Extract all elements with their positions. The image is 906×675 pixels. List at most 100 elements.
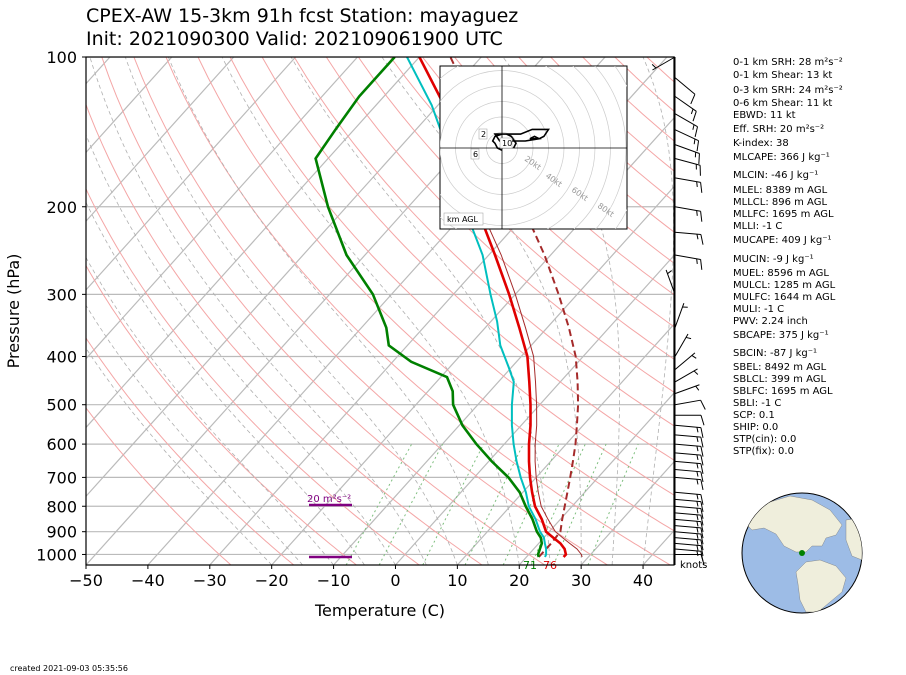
y-tick-label-400: 400 bbox=[46, 348, 77, 367]
wind-barb-11 bbox=[674, 476, 704, 490]
moist-adiabat-10 bbox=[124, 57, 458, 565]
y-tick-label-800: 800 bbox=[46, 497, 77, 516]
wind-barb-flag bbox=[698, 153, 700, 164]
mixing-ratio-8 bbox=[464, 443, 524, 565]
wind-barb-flag bbox=[700, 539, 704, 551]
hodograph-units-box bbox=[443, 212, 484, 226]
wind-barb-staff bbox=[674, 525, 701, 529]
index-mucape: MUCAPE: 409 J kg⁻¹ bbox=[733, 235, 832, 246]
wind-barb-staff bbox=[674, 231, 701, 235]
moist-adiabat--10 bbox=[86, 256, 334, 565]
y-axis-label: Pressure (hPa) bbox=[4, 254, 23, 369]
wind-barb-2 bbox=[674, 542, 704, 556]
mixing-ratio-28 bbox=[587, 443, 639, 565]
hodograph-height-box-2 bbox=[499, 137, 513, 149]
wind-barb-staff bbox=[674, 476, 701, 481]
index-mlli: MLLI: -1 C bbox=[733, 221, 783, 232]
moist-adiabat--15 bbox=[86, 304, 303, 565]
wind-barb-staff bbox=[674, 443, 701, 447]
wind-barb-flag bbox=[700, 399, 706, 410]
moist-adiabat-25 bbox=[290, 57, 551, 565]
isotherm-0 bbox=[395, 254, 674, 565]
index-sblfc: SBLFC: 1695 m AGL bbox=[733, 386, 833, 397]
wind-barb-18 bbox=[675, 414, 705, 426]
chart-title: CPEX-AW 15-3km 91h fcst Station: mayague… bbox=[86, 5, 519, 27]
index-scp: SCP: 0.1 bbox=[733, 410, 775, 421]
moist-adiabat-20 bbox=[221, 57, 520, 565]
hodograph-height-box-0 bbox=[478, 128, 488, 140]
index-mucin: MUCIN: -9 J kg⁻¹ bbox=[733, 254, 814, 265]
index-ebwd: EBWD: 11 kt bbox=[733, 110, 796, 121]
x-tick-label--40: −40 bbox=[131, 571, 165, 590]
wind-barb-staff bbox=[674, 158, 701, 166]
wind-barb-10 bbox=[674, 491, 704, 505]
wind-barb-13 bbox=[674, 460, 704, 474]
wind-barb-staff bbox=[674, 384, 700, 395]
moist-adiabat-15 bbox=[167, 57, 489, 565]
isotherm--100 bbox=[86, 57, 235, 223]
index-sbcape: SBCAPE: 375 J kg⁻¹ bbox=[733, 330, 829, 341]
wind-barb-staff bbox=[674, 518, 701, 523]
dry-adiabat-0 bbox=[86, 187, 420, 565]
index-pwv: PWV: 2.24 inch bbox=[733, 316, 808, 327]
x-tick-label--50: −50 bbox=[69, 571, 103, 590]
isotherm-10 bbox=[456, 323, 674, 565]
index-shear6: 0-6 km Shear: 11 kt bbox=[733, 98, 833, 109]
wind-barb-29 bbox=[674, 177, 703, 193]
wind-barb-half-flag bbox=[690, 108, 694, 115]
index-mulcl: MULCL: 1285 m AGL bbox=[733, 280, 836, 291]
wind-barb-half-flag bbox=[667, 270, 672, 275]
wind-barb-half-flag bbox=[685, 336, 692, 340]
wind-barb-3 bbox=[674, 537, 704, 551]
wind-barb-staff bbox=[674, 95, 697, 112]
moist-adiabat--5 bbox=[86, 201, 365, 565]
index-muli: MULI: -1 C bbox=[733, 304, 785, 315]
index-mllfc: MLLFC: 1695 m AGL bbox=[733, 209, 834, 220]
mixing-ratio-16 bbox=[530, 443, 586, 565]
hodograph-height-label-2: 10 bbox=[502, 139, 512, 148]
index-mlel: MLEL: 8389 m AGL bbox=[733, 185, 828, 196]
mixing-ratio-2 bbox=[345, 443, 413, 565]
wind-barb-staff bbox=[674, 531, 701, 535]
dry-adiabat--30 bbox=[86, 407, 232, 565]
moist-adiabat-40 bbox=[642, 57, 674, 565]
chart-subtitle: Init: 2021090300 Valid: 202109061900 UTC bbox=[86, 28, 503, 50]
dry-adiabat-30 bbox=[133, 57, 608, 565]
wind-units-label: knots bbox=[680, 560, 708, 571]
wind-barb-staff bbox=[674, 333, 689, 357]
wind-barb-flag bbox=[700, 437, 704, 448]
wind-barb-flag bbox=[692, 111, 697, 122]
x-tick-label-0: 0 bbox=[390, 571, 400, 590]
x-tick-label-20: 20 bbox=[509, 571, 529, 590]
hodograph-units-label: km AGL bbox=[447, 215, 479, 224]
wind-barb-staff bbox=[674, 177, 701, 183]
wind-barb-staff bbox=[674, 542, 701, 547]
wind-barb-half-flag bbox=[691, 355, 697, 359]
wind-barb-staff bbox=[674, 368, 698, 383]
wind-barb-half-flag bbox=[696, 471, 699, 477]
globe-station-marker bbox=[799, 550, 805, 556]
hodograph-height-label-0: 2 bbox=[481, 130, 486, 139]
wind-barb-staff bbox=[674, 512, 701, 516]
index-sbcin: SBCIN: -87 J kg⁻¹ bbox=[733, 348, 818, 359]
dry-adiabat-110 bbox=[389, 57, 674, 328]
y-tick-label-300: 300 bbox=[46, 285, 77, 304]
wind-barb-1 bbox=[674, 548, 704, 562]
wind-barb-flag bbox=[700, 182, 703, 193]
hodograph-trace bbox=[491, 128, 550, 152]
wind-barb-4 bbox=[674, 531, 704, 545]
isotherm-20 bbox=[518, 392, 674, 565]
wind-barb-flag bbox=[700, 463, 704, 474]
index-shear1: 0-1 km Shear: 13 kt bbox=[733, 70, 833, 81]
wind-barb-half-flag bbox=[693, 370, 699, 375]
wind-barb-flag bbox=[700, 533, 704, 545]
wind-barb-33 bbox=[674, 113, 699, 137]
dry-adiabat-120 bbox=[422, 57, 674, 296]
wind-barb-16 bbox=[674, 434, 704, 448]
wind-barb-half-flag bbox=[696, 494, 699, 500]
index-mulfc: MULFC: 1644 m AGL bbox=[733, 292, 836, 303]
wind-barb-22 bbox=[674, 352, 697, 370]
wind-barb-half-flag bbox=[696, 463, 699, 469]
wind-barb-staff bbox=[674, 537, 701, 541]
dewpoint-trace bbox=[314, 57, 544, 558]
